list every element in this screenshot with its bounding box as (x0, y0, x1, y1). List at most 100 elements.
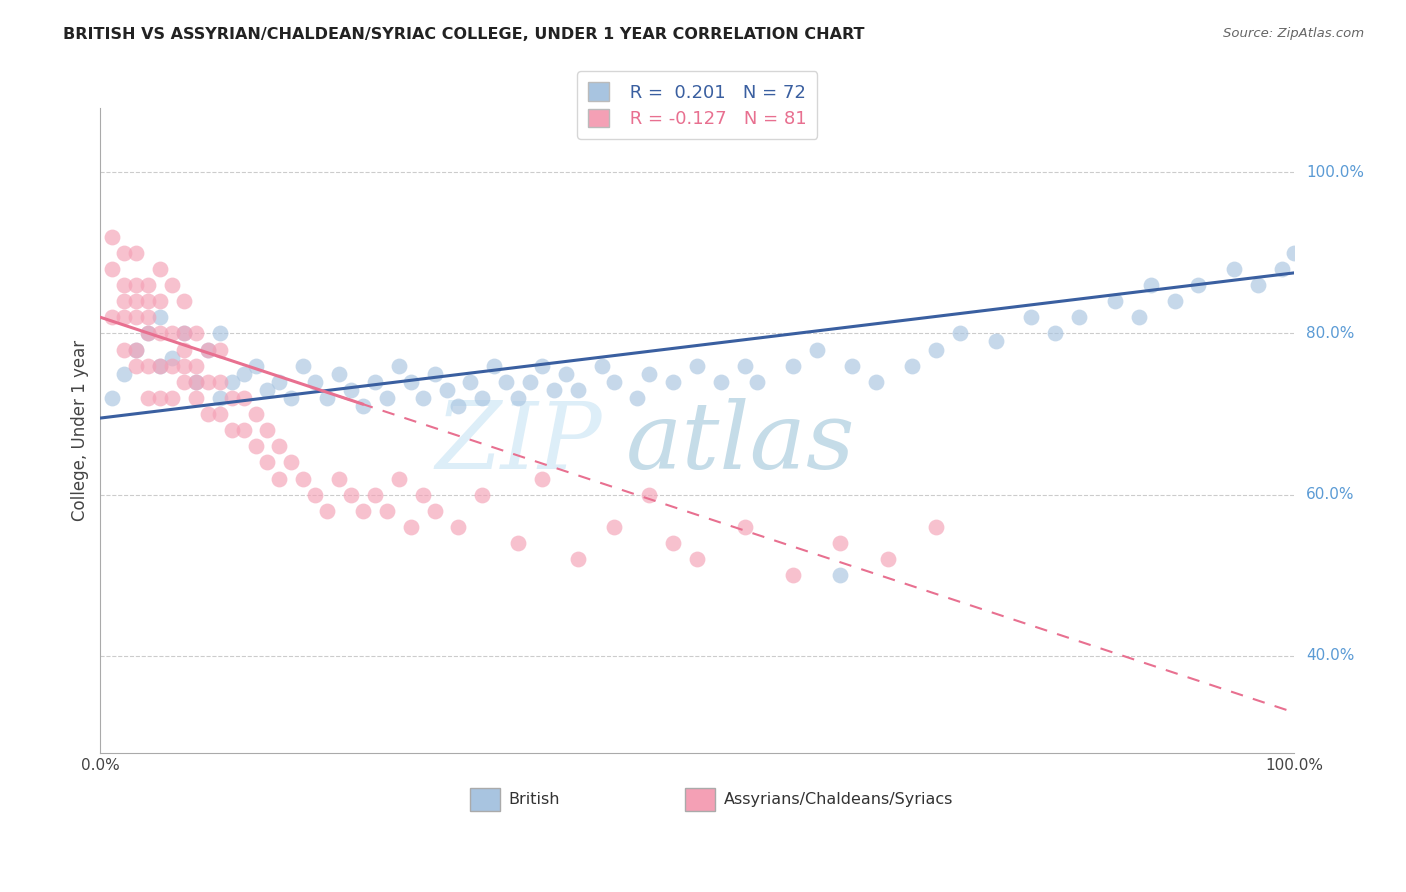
Point (567, 552, 589, 566)
Point (1104, 294, 1126, 309)
Point (412, 488, 434, 502)
Text: 60.0%: 60.0% (1306, 487, 1354, 502)
Point (173, 375, 195, 389)
Point (245, 439, 267, 453)
Point (841, 359, 863, 373)
Point (423, 504, 446, 518)
Point (1282, 245, 1305, 260)
Point (112, 245, 135, 260)
Point (173, 326, 195, 341)
Point (806, 343, 828, 357)
Point (112, 343, 135, 357)
Point (112, 310, 135, 325)
Text: atlas: atlas (626, 398, 855, 488)
Point (316, 504, 339, 518)
Text: 40.0%: 40.0% (1306, 648, 1354, 664)
Point (399, 520, 422, 534)
Point (1271, 261, 1294, 276)
Point (125, 310, 148, 325)
Point (136, 294, 159, 309)
Point (269, 439, 291, 453)
Point (375, 391, 398, 405)
Point (388, 359, 411, 373)
Point (221, 423, 243, 437)
Point (160, 359, 183, 373)
Point (184, 326, 207, 341)
Point (328, 367, 350, 381)
Point (184, 391, 207, 405)
Point (304, 488, 326, 502)
Point (352, 504, 374, 518)
Point (830, 536, 852, 550)
Text: Source: ZipAtlas.com: Source: ZipAtlas.com (1223, 27, 1364, 40)
Point (984, 334, 1007, 349)
Point (782, 359, 804, 373)
Point (125, 277, 148, 292)
Point (364, 488, 387, 502)
Point (734, 359, 756, 373)
Point (602, 375, 624, 389)
Point (184, 359, 207, 373)
Point (245, 407, 267, 421)
Point (388, 471, 411, 485)
Point (508, 536, 530, 550)
Point (112, 277, 135, 292)
Point (112, 367, 135, 381)
Point (352, 399, 374, 413)
Point (197, 343, 219, 357)
Point (554, 367, 576, 381)
Point (269, 471, 291, 485)
Point (149, 359, 172, 373)
Point (1139, 277, 1161, 292)
Point (256, 383, 278, 397)
Point (925, 343, 948, 357)
Point (304, 375, 326, 389)
Point (399, 375, 422, 389)
Point (160, 326, 183, 341)
Point (471, 488, 494, 502)
Point (197, 375, 219, 389)
Point (519, 375, 541, 389)
Point (412, 391, 434, 405)
Point (173, 326, 195, 341)
Point (316, 391, 339, 405)
Point (1187, 277, 1209, 292)
Point (245, 359, 267, 373)
Point (149, 261, 172, 276)
Point (460, 375, 482, 389)
Point (149, 326, 172, 341)
Point (745, 375, 768, 389)
Point (125, 343, 148, 357)
Point (375, 504, 398, 518)
Point (208, 407, 231, 421)
Point (160, 391, 183, 405)
Point (136, 277, 159, 292)
Point (125, 343, 148, 357)
Point (208, 326, 231, 341)
Point (136, 326, 159, 341)
Point (208, 375, 231, 389)
Point (101, 391, 124, 405)
Text: British: British (509, 792, 560, 807)
Y-axis label: College, Under 1 year: College, Under 1 year (72, 340, 89, 521)
Point (232, 391, 254, 405)
Text: 80.0%: 80.0% (1306, 326, 1354, 341)
Point (686, 359, 709, 373)
Point (149, 359, 172, 373)
Point (662, 536, 685, 550)
Point (269, 375, 291, 389)
Point (1247, 277, 1270, 292)
Point (567, 383, 589, 397)
Point (232, 423, 254, 437)
Point (1223, 261, 1246, 276)
Point (136, 310, 159, 325)
Point (173, 343, 195, 357)
Point (160, 351, 183, 365)
Point (112, 294, 135, 309)
Point (208, 391, 231, 405)
Point (508, 391, 530, 405)
Point (602, 520, 624, 534)
Point (901, 359, 924, 373)
Point (782, 568, 804, 582)
Point (125, 359, 148, 373)
